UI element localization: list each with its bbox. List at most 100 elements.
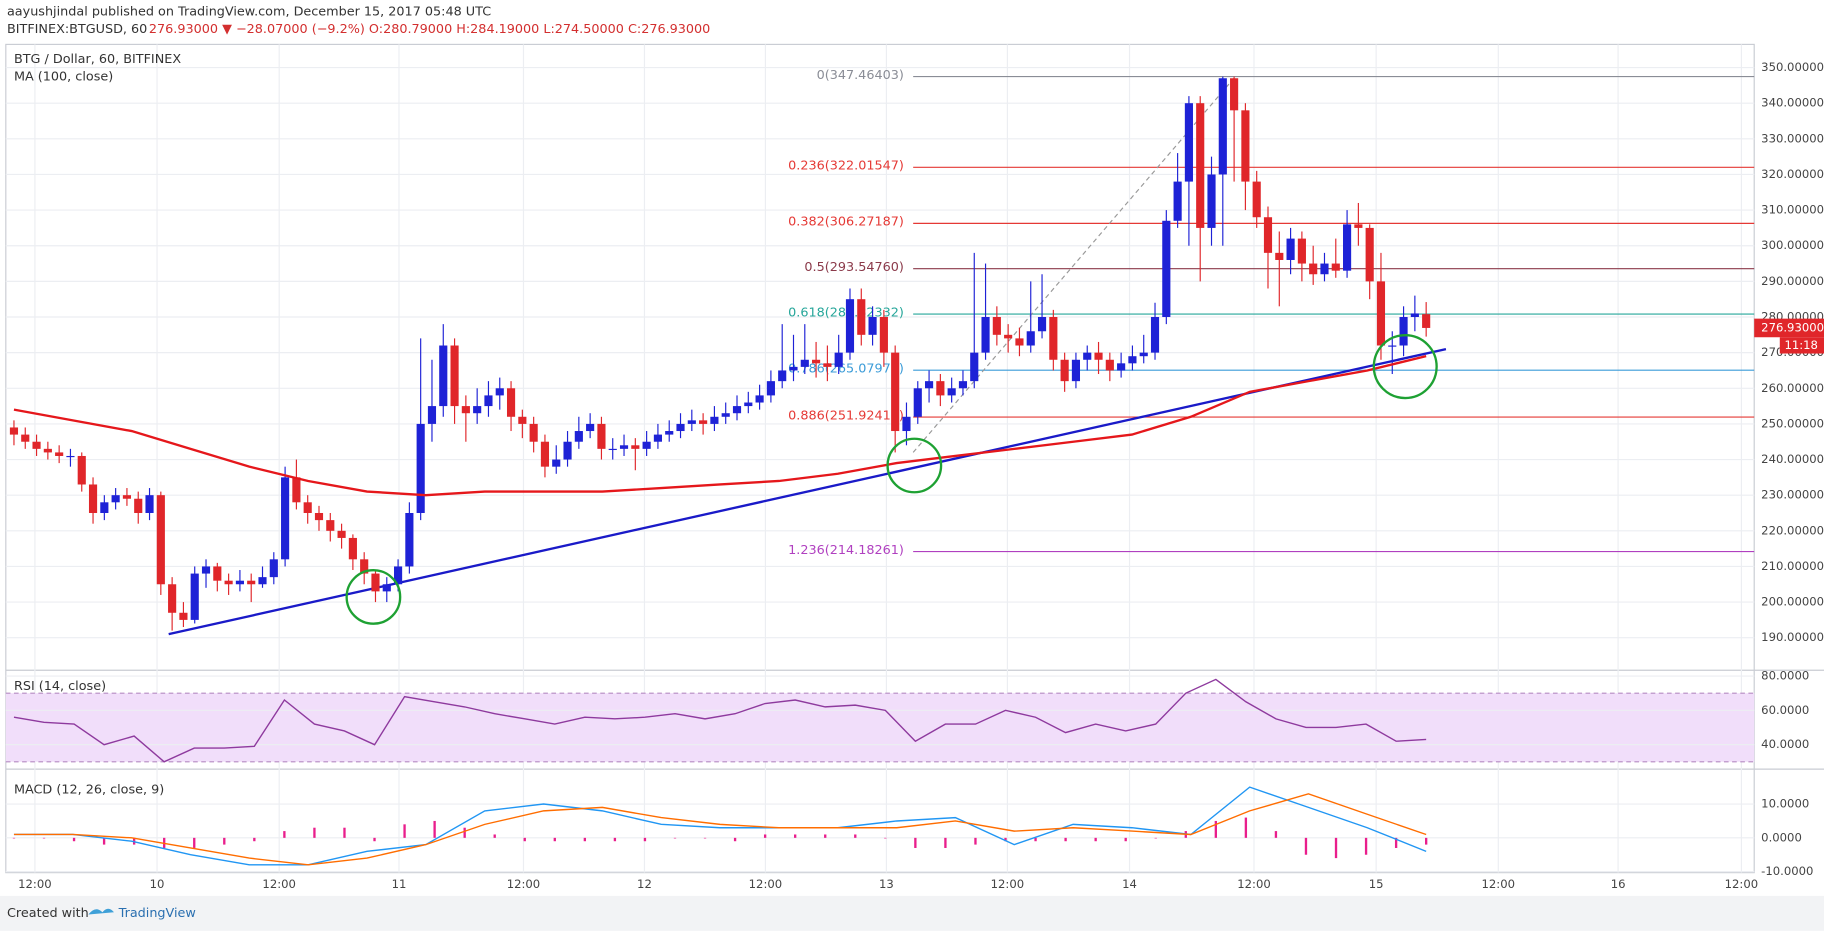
candle-body [1241, 110, 1250, 182]
candle-body [676, 423, 685, 432]
candle-body [405, 512, 414, 567]
candle-body [235, 580, 244, 585]
candle-body [382, 584, 391, 592]
candle-body [699, 420, 708, 424]
candle-body [1218, 78, 1227, 175]
ma-title: MA (100, close) [14, 69, 113, 84]
candle-body [891, 352, 900, 432]
candle-body [314, 512, 324, 521]
candle-body [597, 423, 606, 449]
candle-body [43, 448, 52, 453]
x-tick-label: 15 [1369, 877, 1384, 891]
macd-histogram-bar [223, 837, 226, 845]
candle-body [653, 434, 662, 442]
y-tick-label: 40.0000 [1761, 737, 1809, 751]
candle-body [947, 388, 956, 396]
x-tick-label: 12:00 [262, 877, 296, 891]
rsi-title: RSI (14, close) [14, 679, 106, 694]
candle-body [32, 441, 41, 449]
candle-body [179, 612, 188, 620]
candle-body [540, 441, 550, 467]
candle-body [1410, 313, 1419, 318]
fib-label: 0.886(251.92411) [788, 408, 904, 423]
candle-body [281, 477, 290, 560]
y-tick-label: 210.000000 [1761, 559, 1824, 573]
candle-body [1365, 227, 1374, 282]
macd-histogram-bar [553, 837, 556, 842]
candle-body [360, 559, 369, 574]
ma-line [13, 355, 1427, 497]
footer-brand: TradingView [118, 906, 196, 921]
x-tick-label: 12 [637, 877, 652, 891]
y-tick-label: 230.000000 [1761, 488, 1824, 502]
candle-body [88, 484, 98, 513]
candle-body [721, 413, 730, 417]
macd-histogram-bar [914, 837, 917, 848]
candle-body [913, 388, 922, 417]
candle-body [1094, 352, 1103, 360]
x-tick-label: 12:00 [18, 877, 52, 891]
candle-body [812, 359, 821, 364]
candle-body [122, 495, 132, 499]
macd-histogram-bar [854, 834, 857, 838]
candle-body [21, 434, 30, 442]
candle-body [416, 423, 425, 513]
y-tick-label: 310.000000 [1761, 203, 1824, 217]
macd-histogram-bar [102, 837, 106, 845]
macd-histogram-bar [523, 837, 526, 842]
candle-body [1399, 317, 1408, 346]
candle-body [1230, 78, 1239, 111]
macd-title: MACD (12, 26, close, 9) [14, 783, 164, 798]
candle-body [868, 317, 877, 335]
y-tick-label: 350.000000 [1761, 60, 1824, 74]
rsi-line [13, 678, 1427, 763]
macd-histogram-bar [1334, 837, 1338, 859]
macd-histogram-bar [974, 837, 977, 845]
candle-body [619, 445, 629, 449]
candle-body [1207, 174, 1216, 228]
plots: 350.000000 340.000000 330.000000 320.000000… [5, 44, 1824, 891]
macd-histogram-bar [72, 837, 76, 842]
candle-body [981, 317, 990, 353]
candle-body [1026, 331, 1035, 346]
candle-body [631, 445, 640, 449]
macd-histogram-bar [1364, 837, 1368, 855]
candle-body [394, 566, 403, 585]
candle-body [506, 388, 516, 417]
y-tick-label: 190.000000 [1761, 630, 1824, 644]
x-tick-label: 12:00 [991, 877, 1025, 891]
candle-body [439, 345, 448, 407]
fib-label: 0.786(265.07972) [788, 362, 904, 377]
x-tick-label: 10 [150, 877, 165, 891]
macd-histogram-bar [403, 824, 406, 838]
candle-body [744, 402, 753, 407]
fib-connector [912, 76, 1236, 453]
candle-body [845, 299, 855, 353]
macd-histogram-bar [824, 834, 827, 838]
candle-body [1320, 263, 1329, 275]
macd-histogram-bar [944, 837, 947, 848]
macd-histogram-bar [1004, 837, 1007, 842]
candle-body [1388, 345, 1397, 347]
candle-body [190, 573, 199, 620]
x-tick-label: 12:00 [1725, 877, 1759, 891]
candle-body [665, 431, 674, 435]
candle-body [1083, 352, 1092, 360]
candle-body [326, 520, 335, 531]
candle-body [642, 441, 651, 449]
macd-histogram-bar [1244, 817, 1248, 838]
candle-body [608, 448, 617, 451]
candle-body [1139, 352, 1148, 357]
candle-body [518, 416, 527, 424]
symbol: BITFINEX:BTGUSD, 60 [7, 22, 147, 37]
x-tick-label: 14 [1122, 877, 1137, 891]
logo [88, 908, 114, 915]
candle-body [1071, 359, 1081, 382]
fib-label: 0.382(306.27187) [788, 215, 904, 230]
candle-body [156, 495, 165, 585]
macd-histogram-bar [1124, 837, 1127, 842]
countdown: 11:18 [1784, 338, 1818, 352]
macd-histogram-bar [673, 837, 677, 839]
candle-body [1150, 317, 1160, 353]
candle-body [1117, 363, 1126, 371]
